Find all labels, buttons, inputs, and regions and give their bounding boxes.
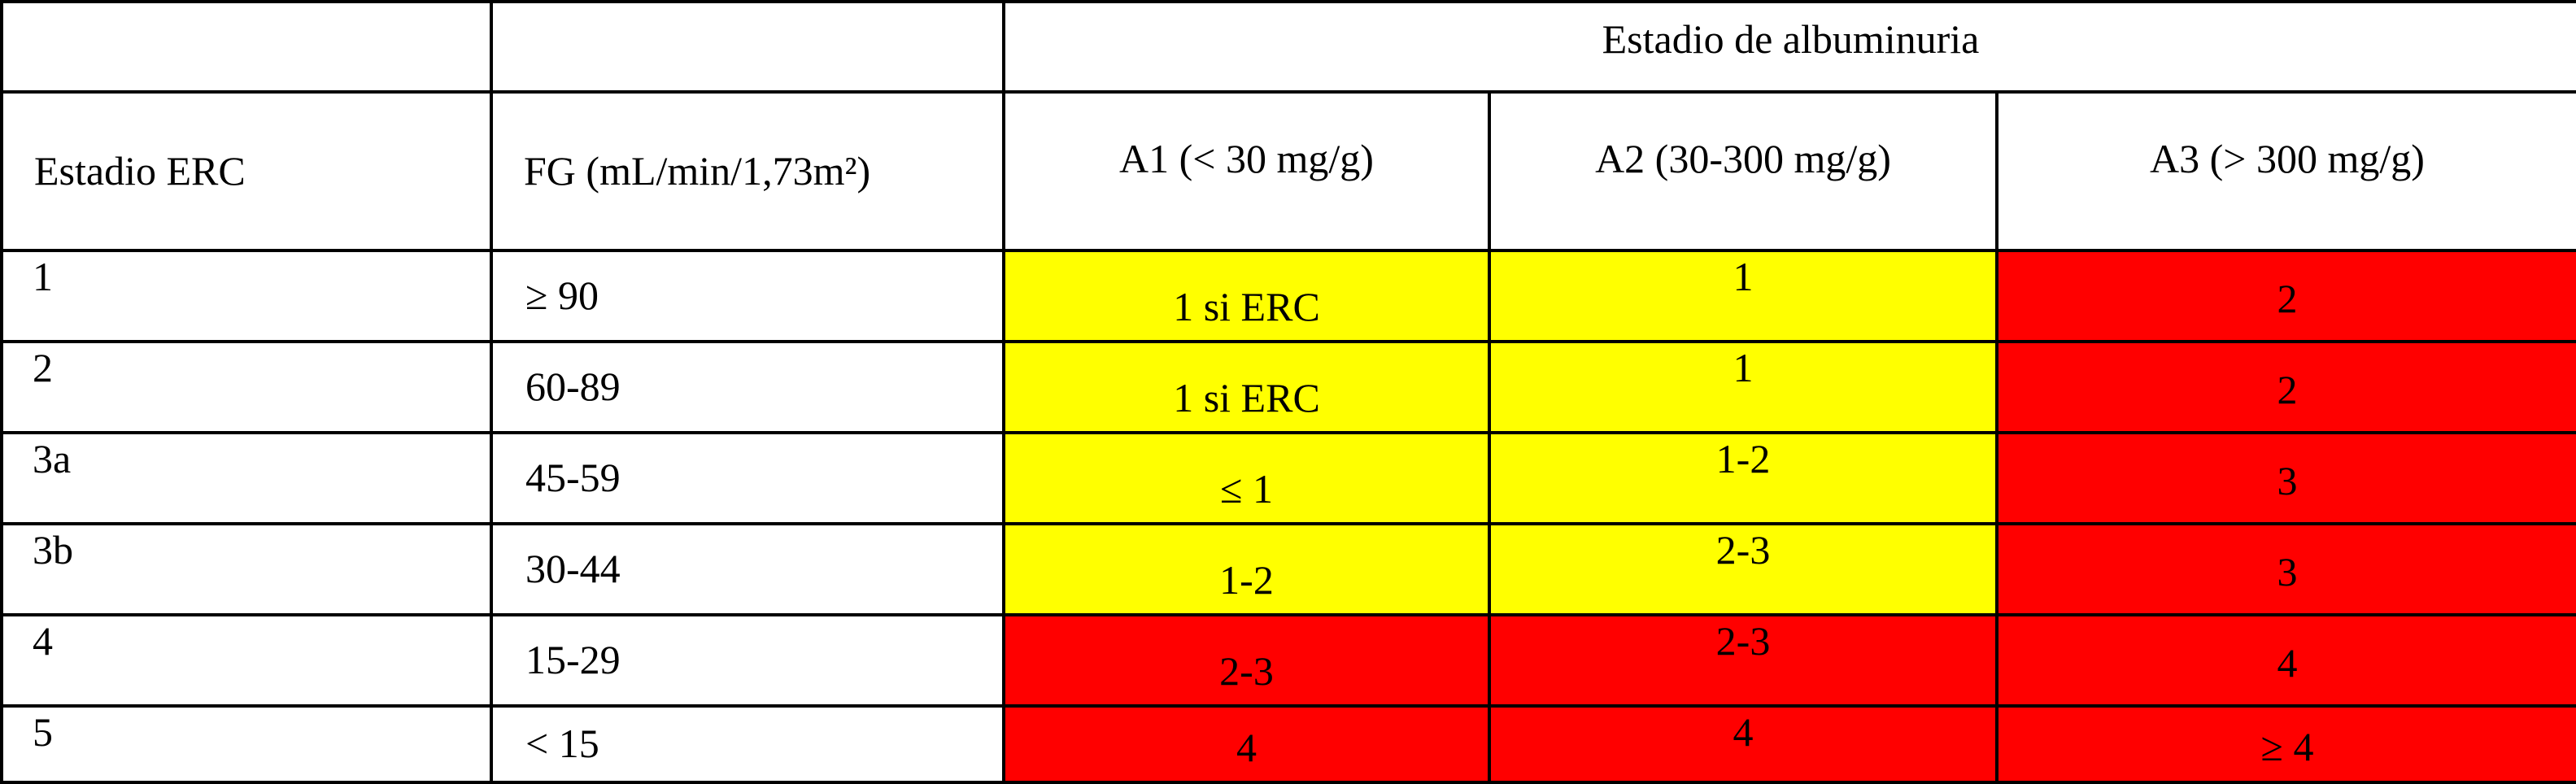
risk-cell-a3: 2 (1995, 249, 2576, 343)
risk-cell-a1: 2-3 (1002, 613, 1491, 708)
risk-cell-a1: ≤ 1 (1002, 431, 1491, 525)
empty-header-cell (490, 0, 1005, 94)
erc-stage-cell: 2 (0, 340, 493, 434)
risk-cell-a1: 1-2 (1002, 522, 1491, 616)
col-header-a2: A2 (30-300 mg/g) (1488, 90, 1998, 252)
col-header-fg: FG (mL/min/1,73m²) (490, 90, 1005, 252)
risk-cell-a3: 3 (1995, 431, 2576, 525)
risk-cell-a2: 1-2 (1488, 431, 1998, 525)
fg-range-cell: 45-59 (490, 431, 1005, 525)
risk-cell-a2: 4 (1488, 704, 1998, 784)
erc-stage-cell: 3b (0, 522, 493, 616)
risk-cell-a2: 1 (1488, 249, 1998, 343)
col-header-a1: A1 (< 30 mg/g) (1002, 90, 1491, 252)
table-row-column-headers: Estadio ERC FG (mL/min/1,73m²) A1 (< 30 … (0, 90, 2576, 252)
risk-cell-a1: 1 si ERC (1002, 249, 1491, 343)
erc-stage-cell: 5 (0, 704, 493, 784)
risk-cell-a2: 1 (1488, 340, 1998, 434)
erc-stage-cell: 3a (0, 431, 493, 525)
albuminuria-title: Estadio de albuminuria (1002, 0, 2576, 94)
erc-stage-cell: 4 (0, 613, 493, 708)
fg-range-cell: 60-89 (490, 340, 1005, 434)
fg-range-cell: 15-29 (490, 613, 1005, 708)
table-row-stage-5: 5 < 15 4 4 ≥ 4 (0, 704, 2576, 784)
col-header-a3: A3 (> 300 mg/g) (1995, 90, 2576, 252)
erc-stage-cell: 1 (0, 249, 493, 343)
risk-cell-a3: 3 (1995, 522, 2576, 616)
table-row-stage-3a: 3a 45-59 ≤ 1 1-2 3 (0, 431, 2576, 525)
empty-header-cell (0, 0, 493, 94)
fg-range-cell: ≥ 90 (490, 249, 1005, 343)
table-row-stage-4: 4 15-29 2-3 2-3 4 (0, 613, 2576, 708)
table-row-top-header: Estadio de albuminuria (0, 0, 2576, 94)
table-row-stage-2: 2 60-89 1 si ERC 1 2 (0, 340, 2576, 434)
risk-cell-a1: 4 (1002, 704, 1491, 784)
risk-cell-a3: 4 (1995, 613, 2576, 708)
risk-cell-a2: 2-3 (1488, 522, 1998, 616)
fg-range-cell: 30-44 (490, 522, 1005, 616)
risk-cell-a3: 2 (1995, 340, 2576, 434)
fg-range-cell: < 15 (490, 704, 1005, 784)
risk-cell-a1: 1 si ERC (1002, 340, 1491, 434)
table-row-stage-3b: 3b 30-44 1-2 2-3 3 (0, 522, 2576, 616)
risk-cell-a3: ≥ 4 (1995, 704, 2576, 784)
col-header-estadio-erc: Estadio ERC (0, 90, 493, 252)
table-row-stage-1: 1 ≥ 90 1 si ERC 1 2 (0, 249, 2576, 343)
risk-cell-a2: 2-3 (1488, 613, 1998, 708)
